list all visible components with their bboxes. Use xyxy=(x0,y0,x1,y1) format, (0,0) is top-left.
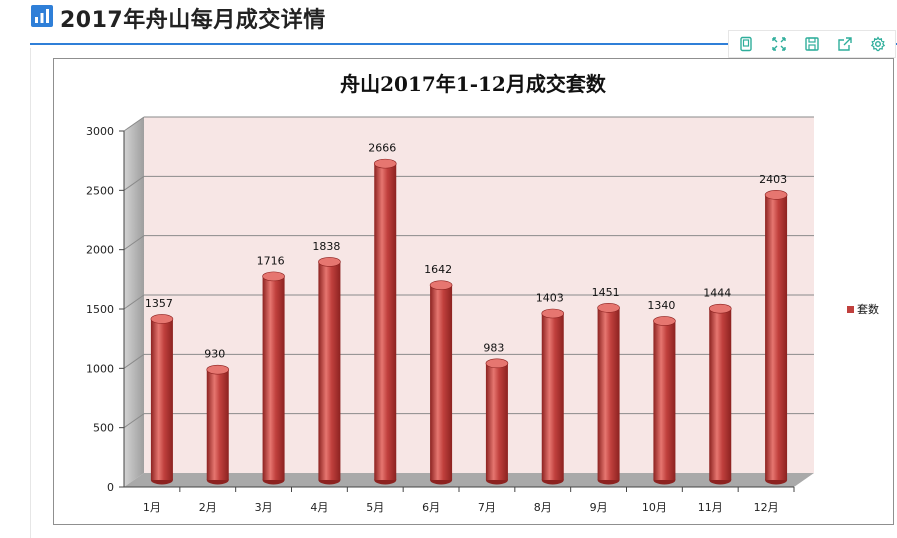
bar xyxy=(541,313,564,480)
save-image-icon[interactable] xyxy=(801,33,823,55)
gridline-side xyxy=(123,294,145,310)
bar-top xyxy=(764,190,788,200)
bar-top xyxy=(262,271,285,282)
x-tick-label: 3月 xyxy=(255,501,273,514)
bar xyxy=(765,194,788,480)
x-tick-label: 12月 xyxy=(754,501,779,514)
y-tick-label: 1000 xyxy=(86,362,114,375)
bar-top xyxy=(708,303,732,314)
x-tick-label: 9月 xyxy=(590,501,608,514)
bar-top xyxy=(429,280,453,290)
bar-top xyxy=(485,358,509,369)
plot-floor xyxy=(124,473,814,487)
data-label: 1642 xyxy=(424,263,452,276)
bar xyxy=(430,285,453,480)
x-tick-label: 4月 xyxy=(310,501,328,514)
bar xyxy=(485,363,508,480)
x-tick-label: 6月 xyxy=(422,501,440,514)
bar-chart-icon xyxy=(31,5,53,27)
y-tick-label: 2500 xyxy=(86,184,114,197)
bar xyxy=(150,318,173,480)
data-label: 1444 xyxy=(703,287,731,300)
bar-top xyxy=(318,257,341,267)
data-label: 983 xyxy=(483,341,504,354)
bar-top xyxy=(150,314,174,324)
data-label: 1403 xyxy=(536,292,564,305)
chart-canvas: 舟山2017年1-12月成交套数 0 500 1000 1500 2000 2500 3000… xyxy=(86,72,879,514)
x-tick-label: 8月 xyxy=(534,501,552,514)
y-tick-label: 2000 xyxy=(86,244,114,257)
x-tick-label: 10月 xyxy=(642,501,667,514)
bar-top xyxy=(653,316,676,326)
bar xyxy=(597,307,620,480)
gridline-side xyxy=(123,235,145,251)
data-label: 2403 xyxy=(759,173,787,186)
data-label: 1451 xyxy=(592,286,620,299)
bar-top xyxy=(373,158,397,169)
bar-top xyxy=(206,364,230,375)
bar-top xyxy=(597,303,620,313)
chart-toolbar xyxy=(728,30,896,58)
legend-label: 套数 xyxy=(857,303,879,316)
fullscreen-icon[interactable] xyxy=(768,33,790,55)
x-tick-label: 2月 xyxy=(199,501,217,514)
data-label: 1340 xyxy=(647,299,675,312)
y-tick-label: 1500 xyxy=(86,303,114,316)
gridline-side xyxy=(123,353,145,369)
bar xyxy=(374,163,397,480)
settings-icon[interactable] xyxy=(867,33,889,55)
x-tick-label: 11月 xyxy=(698,501,723,514)
bar xyxy=(262,276,285,480)
x-tick-label: 7月 xyxy=(478,501,496,514)
y-tick-label: 0 xyxy=(107,481,114,494)
chart-frame: 舟山2017年1-12月成交套数 0 500 1000 1500 2000 2500 3000… xyxy=(53,58,894,525)
legend-swatch xyxy=(847,306,854,313)
page-title: 2017年舟山每月成交详情 xyxy=(60,8,326,33)
data-view-icon[interactable] xyxy=(735,33,757,55)
bar xyxy=(653,320,676,480)
data-label: 930 xyxy=(204,348,225,361)
data-label: 1838 xyxy=(312,240,340,253)
data-label: 1357 xyxy=(145,297,173,310)
header-divider xyxy=(30,43,897,45)
gridline-side xyxy=(123,175,145,191)
data-label: 2666 xyxy=(368,142,396,155)
chart-title: 舟山2017年1-12月成交套数 xyxy=(340,72,607,96)
y-tick-label: 3000 xyxy=(86,125,114,138)
page-header: 2017年舟山每月成交详情 xyxy=(0,0,897,45)
data-label: 1716 xyxy=(257,254,285,267)
gridline-side xyxy=(123,116,145,132)
gridline-side xyxy=(123,413,145,429)
y-tick-label: 500 xyxy=(93,422,114,435)
export-icon[interactable] xyxy=(834,33,856,55)
x-tick-label: 1月 xyxy=(143,501,161,514)
bar xyxy=(709,308,732,480)
x-tick-label: 5月 xyxy=(366,501,384,514)
bar xyxy=(206,369,229,480)
bar xyxy=(318,261,341,480)
bar-top xyxy=(541,308,565,319)
